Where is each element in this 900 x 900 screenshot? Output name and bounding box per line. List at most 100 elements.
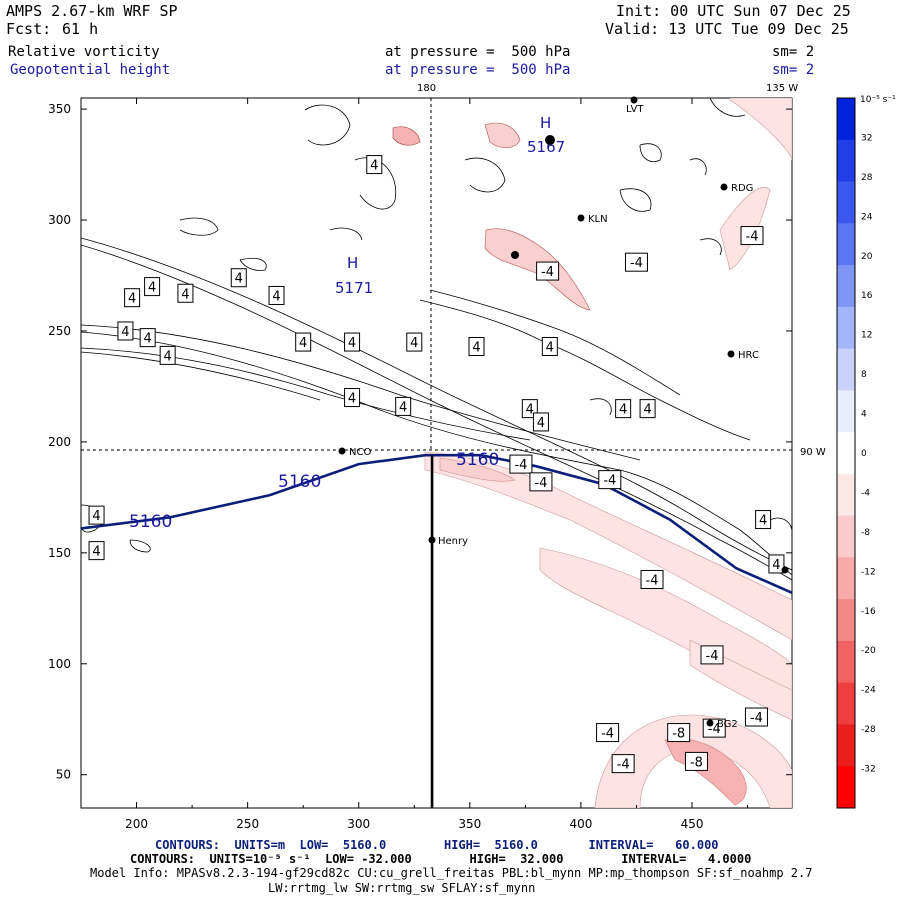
lon-label-135w: 135 W — [766, 83, 798, 94]
valid-time: Valid: 13 UTC Tue 09 Dec 25 — [605, 20, 849, 38]
vorticity-label-box — [667, 723, 691, 743]
high-value-2: 5171 — [335, 279, 373, 297]
high-marker-1: H — [540, 114, 551, 132]
station-dot-kln — [577, 214, 585, 222]
vorticity-label-box — [344, 388, 361, 408]
vorticity-label: 4 — [472, 341, 480, 356]
vorticity-label-box — [640, 569, 664, 589]
x-tick-label: 450 — [681, 817, 704, 831]
vorticity-label-box — [700, 645, 724, 665]
x-tick-label: 400 — [569, 817, 592, 831]
vorticity-label: 4 — [537, 416, 545, 431]
vorticity-label: 4 — [164, 349, 172, 364]
station-dot-rdg — [720, 183, 728, 191]
vorticity-label: 4 — [526, 403, 534, 418]
y-tick-label: 200 — [48, 435, 71, 449]
vorticity-label: 4 — [619, 403, 627, 418]
vorticity-label: 4 — [643, 403, 651, 418]
colorbar-label: -8 — [861, 528, 870, 538]
vorticity-label: -8 — [672, 727, 685, 742]
vorticity-label: 4 — [759, 514, 767, 529]
vorticity-label-box — [88, 541, 105, 561]
station-dot-hrc — [727, 350, 735, 358]
vorticity-label-box — [366, 155, 383, 175]
vorticity-label-box — [768, 554, 785, 574]
high-value-1: 5167 — [527, 138, 565, 156]
field2-name: Geopotential height — [10, 62, 171, 78]
footer-contours-vorticity: CONTOURS: UNITS=10⁻⁵ s⁻¹ LOW= -32.000 HI… — [130, 852, 752, 866]
high-marker-2: H — [347, 254, 358, 272]
colorbar-label: 8 — [861, 370, 867, 380]
vorticity-label: -4 — [706, 649, 719, 664]
station-bg2: BG2 — [717, 719, 738, 730]
colorbar-label: 28 — [861, 173, 873, 183]
height-label-west: 5160 — [129, 512, 172, 532]
footer-contours-height: CONTOURS: UNITS=m LOW= 5160.0 HIGH= 5160… — [155, 838, 719, 852]
map-layer — [81, 98, 792, 808]
vorticity-label-box — [536, 261, 560, 281]
colorbar-frame — [836, 97, 856, 809]
colorbar-swatch — [837, 265, 855, 308]
vorticity-label: -4 — [603, 474, 616, 489]
colorbar-label: -20 — [861, 646, 876, 656]
y-tick-label: 300 — [48, 213, 71, 227]
vorticity-label: -8 — [690, 755, 703, 770]
vorticity-label: 4 — [546, 341, 554, 356]
x-tick-label: 300 — [347, 817, 370, 831]
vorticity-label: -4 — [617, 758, 630, 773]
vorticity-label: 4 — [299, 336, 307, 351]
vorticity-label: 4 — [181, 287, 189, 302]
vorticity-label-box — [639, 399, 656, 419]
colorbar-swatch — [837, 223, 855, 266]
colorbar-label: 12 — [861, 331, 872, 341]
vorticity-label-box — [144, 277, 161, 297]
colorbar-label: 20 — [861, 252, 873, 262]
vorticity-label-box — [740, 226, 764, 246]
vorticity-label: 4 — [348, 336, 356, 351]
field1-name: Relative vorticity — [8, 44, 160, 60]
vorticity-label: 4 — [399, 400, 407, 415]
forecast-hours: 61 h — [62, 20, 99, 38]
colorbar: 32 28 24 20 16 12 8 4 0 -4 -8 -12 -16 -20 -24 -28 -32 — [836, 97, 876, 809]
colorbar-swatch — [837, 390, 855, 433]
colorbar-label: -4 — [861, 488, 870, 498]
field2-smoothing: sm= 2 — [772, 62, 815, 78]
vorticity-label-box — [268, 285, 285, 305]
stations: LVT RDG KLN HRC NCO Henry BG2 — [338, 96, 789, 730]
station-rdg: RDG — [731, 183, 753, 194]
y-tick-label: 250 — [48, 324, 71, 338]
y-tick-label: 100 — [48, 657, 71, 671]
vorticity-label: -4 — [514, 458, 527, 473]
colorbar-swatch — [837, 98, 855, 141]
vorticity-label: 4 — [272, 289, 280, 304]
station-hrc: HRC — [738, 350, 759, 361]
x-tick-label: 200 — [125, 817, 148, 831]
colorbar-swatch — [837, 557, 855, 600]
vorticity-label-box — [139, 328, 156, 348]
station-dot-cluster-s — [511, 251, 519, 259]
station-lvt: LVT — [626, 104, 644, 115]
vorticity-label-box — [596, 723, 620, 743]
vorticity-label-box — [117, 321, 134, 341]
x-tick-label: 350 — [458, 817, 481, 831]
colorbar-label: 0 — [861, 449, 867, 459]
field2-level: at pressure = 500 hPa — [385, 62, 571, 78]
vorticity-label-box — [509, 454, 533, 474]
vorticity-label-box — [598, 470, 622, 490]
y-tick-label: 150 — [48, 546, 71, 560]
vorticity-label: 4 — [121, 325, 129, 340]
colorbar-label: -16 — [861, 607, 876, 617]
vorticity-label: 4 — [92, 509, 100, 524]
colorbar-swatch — [837, 306, 855, 350]
station-dot-bg2 — [706, 719, 714, 727]
vorticity-label: 4 — [92, 545, 100, 560]
colorbar-label: 4 — [861, 410, 867, 420]
vorticity-label-box — [755, 510, 772, 530]
neg-vort-ne — [729, 98, 792, 161]
init-time: Init: 00 UTC Sun 07 Dec 25 — [616, 2, 851, 20]
station-dot-nco — [338, 447, 346, 455]
vorticity-label-box — [615, 399, 632, 419]
vorticity-label: 4 — [370, 159, 378, 174]
vorticity-label-box — [529, 472, 553, 492]
